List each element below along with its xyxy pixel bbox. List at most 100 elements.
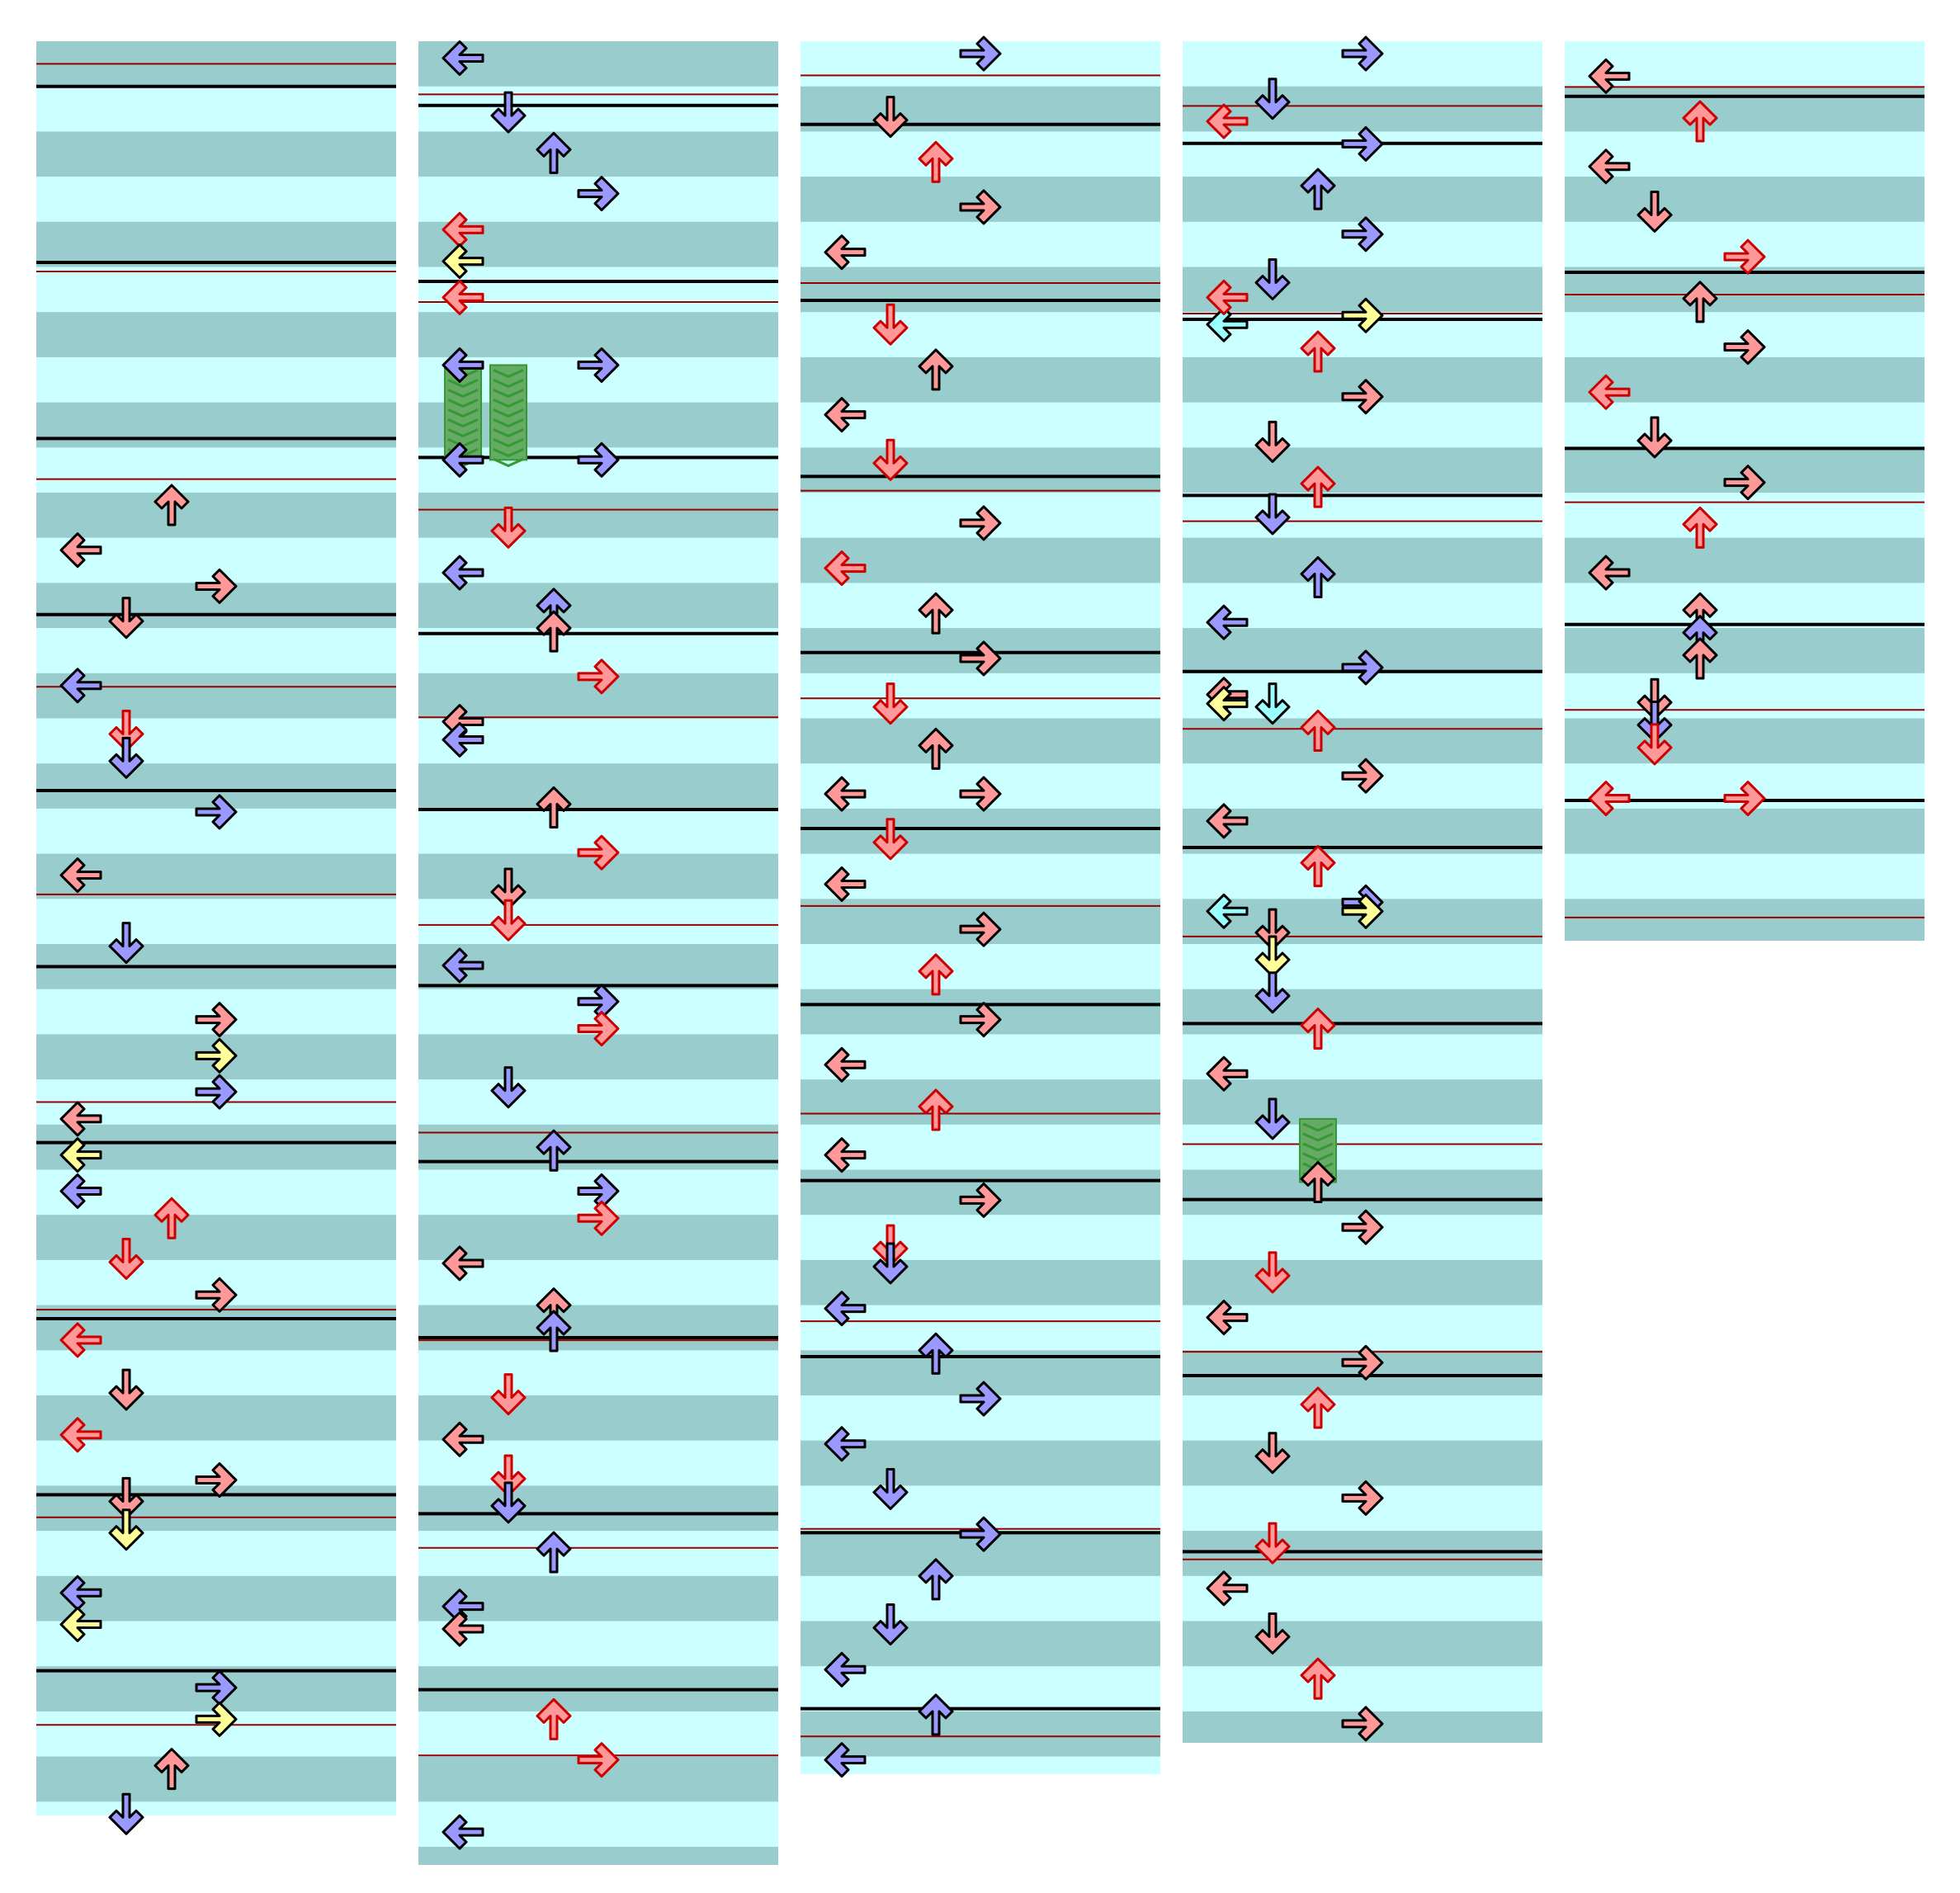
right-arrow-icon	[195, 1002, 238, 1038]
right-arrow-icon	[959, 1182, 1002, 1218]
down-arrow-icon	[490, 91, 527, 134]
up-arrow-icon	[1682, 637, 1718, 680]
left-arrow-icon	[442, 347, 484, 383]
lane-stripe	[36, 221, 396, 267]
right-arrow-icon	[959, 35, 1002, 72]
up-arrow-icon	[1300, 845, 1336, 888]
up-arrow-icon	[918, 592, 954, 635]
down-arrow-icon	[1254, 682, 1291, 725]
up-arrow-icon	[1300, 1657, 1336, 1700]
left-arrow-icon	[824, 234, 867, 271]
lane-stripe	[801, 267, 1160, 313]
down-arrow-icon	[1254, 1612, 1291, 1655]
down-arrow-icon	[490, 1481, 527, 1524]
left-arrow-icon	[442, 1814, 484, 1850]
lane-stripe	[801, 1711, 1160, 1757]
left-arrow-icon	[442, 1245, 484, 1282]
left-arrow-icon	[59, 1417, 102, 1453]
left-arrow-icon	[1206, 604, 1249, 640]
stripe-group	[418, 41, 778, 1865]
lane-background	[36, 41, 396, 1815]
up-arrow-icon	[536, 131, 572, 174]
lane-stripe	[1183, 1169, 1542, 1216]
right-arrow-icon	[959, 911, 1002, 947]
up-arrow-icon	[1300, 710, 1336, 752]
up-arrow-icon	[1300, 1008, 1336, 1050]
freeze-stripe	[493, 399, 524, 408]
left-arrow-icon	[442, 947, 484, 984]
lane-stripe	[36, 131, 396, 177]
up-arrow-icon	[153, 1197, 190, 1239]
lane-stripe	[1183, 1079, 1542, 1125]
right-arrow-icon	[577, 1011, 620, 1047]
left-arrow-icon	[824, 1651, 867, 1688]
up-arrow-icon	[1300, 330, 1336, 373]
right-arrow-icon	[1341, 649, 1384, 686]
down-arrow-icon	[108, 710, 144, 752]
right-arrow-icon	[1341, 893, 1384, 929]
right-arrow-icon	[195, 1462, 238, 1499]
down-arrow-icon	[490, 867, 527, 910]
lane-stripe	[801, 1079, 1160, 1125]
lane-stripe	[418, 312, 778, 357]
down-arrow-icon	[490, 1454, 527, 1497]
left-arrow-icon	[59, 532, 102, 569]
lane-stripe	[418, 763, 778, 809]
right-arrow-icon	[577, 176, 620, 212]
freeze-stripe	[493, 418, 524, 428]
freeze-stripe	[493, 369, 524, 379]
left-arrow-icon	[59, 1101, 102, 1137]
freeze-stripe	[1302, 1122, 1334, 1132]
left-arrow-icon	[824, 1046, 867, 1083]
up-arrow-icon	[536, 610, 572, 653]
lane-stripe	[36, 1575, 396, 1622]
lane-stripe	[1183, 177, 1542, 222]
right-arrow-icon	[195, 794, 238, 830]
down-arrow-icon	[1254, 971, 1291, 1014]
down-arrow-icon	[872, 1603, 909, 1646]
lane-stripe	[1565, 628, 1925, 673]
down-arrow-icon	[1254, 258, 1291, 300]
up-arrow-icon	[918, 348, 954, 391]
lane-stripe	[36, 1215, 396, 1260]
down-arrow-icon	[108, 922, 144, 965]
right-arrow-icon	[195, 1701, 238, 1737]
down-arrow-icon	[1254, 935, 1291, 978]
left-arrow-icon	[824, 866, 867, 902]
lane-stripe	[801, 537, 1160, 583]
left-arrow-icon	[1588, 555, 1631, 591]
left-arrow-icon	[824, 776, 867, 812]
right-arrow-icon	[195, 1037, 238, 1074]
down-arrow-icon	[1254, 78, 1291, 120]
left-arrow-icon	[1206, 279, 1249, 315]
down-arrow-icon	[872, 96, 909, 139]
up-arrow-icon	[153, 1748, 190, 1791]
column-2	[418, 40, 778, 1865]
right-arrow-icon	[195, 568, 238, 604]
lane-stripe	[1183, 1531, 1542, 1576]
right-arrow-icon	[1341, 758, 1384, 794]
freeze-stripe	[447, 379, 479, 389]
lane-stripe	[1183, 1440, 1542, 1486]
lane-stripe	[801, 1259, 1160, 1305]
left-arrow-icon	[824, 550, 867, 587]
lane-stripe	[418, 1575, 778, 1622]
freeze-stripe	[493, 448, 524, 458]
left-arrow-icon	[1206, 893, 1249, 929]
left-arrow-icon	[1588, 58, 1631, 94]
left-arrow-icon	[442, 441, 484, 478]
lane-stripe	[1565, 267, 1925, 313]
down-arrow-icon	[1636, 677, 1673, 720]
freeze-stripe	[493, 428, 524, 438]
lane-stripe	[418, 1847, 778, 1865]
down-arrow-icon	[490, 899, 527, 942]
up-arrow-icon	[918, 727, 954, 770]
freeze-stripe	[447, 399, 479, 408]
right-arrow-icon	[1341, 297, 1384, 333]
lane-stripe	[418, 583, 778, 629]
left-arrow-icon	[1206, 1300, 1249, 1336]
right-arrow-icon	[1341, 1706, 1384, 1742]
column-5	[1565, 41, 1925, 941]
column-4	[1183, 35, 1542, 1743]
right-arrow-icon	[195, 1074, 238, 1110]
